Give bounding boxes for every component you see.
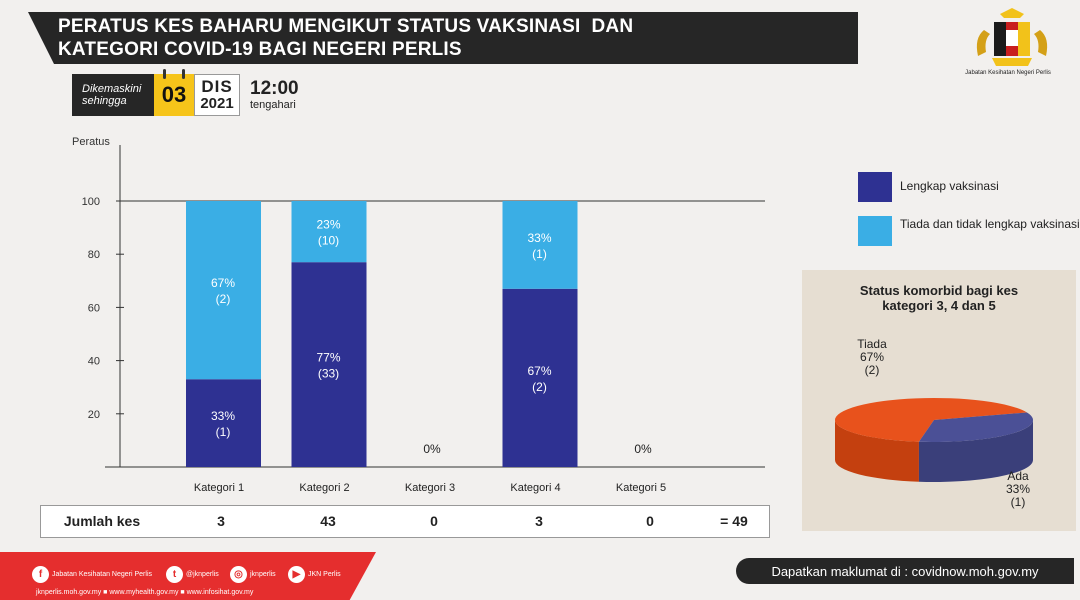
twitter-icon: t xyxy=(166,566,183,583)
twitter-handle: @jknperlis xyxy=(186,571,219,578)
title-banner xyxy=(28,12,858,64)
x-tick-label: Kategori 1 xyxy=(194,482,244,494)
youtube-icon: ▶ xyxy=(288,566,305,583)
total-kategori-2: 43 xyxy=(320,513,336,529)
bar-segment xyxy=(502,288,578,467)
pie-title-line-2: kategori 3, 4 dan 5 xyxy=(882,298,996,313)
bar-value-label: 33% xyxy=(211,409,235,423)
total-kategori-4: 3 xyxy=(535,513,543,529)
coat-of-arms-logo xyxy=(976,8,1048,66)
y-tick-label: 60 xyxy=(88,302,100,314)
logo-caption: Jabatan Kesihatan Negeri Perlis xyxy=(965,70,1051,76)
pie-title: Status komorbid bagi kes kategori 3, 4 d… xyxy=(802,283,1076,313)
calendar-month: DIS 2021 xyxy=(194,74,240,116)
title-line-1: PERATUS KES BAHARU MENGIKUT STATUS VAKSI… xyxy=(58,16,634,37)
legend-swatch-incomplete xyxy=(858,216,892,246)
calendar-ring-icon xyxy=(182,69,185,79)
bar-value-label: 67% xyxy=(527,364,551,378)
page-title: PERATUS KES BAHARU MENGIKUT STATUS VAKSI… xyxy=(58,15,633,61)
total-sum: = 49 xyxy=(720,513,748,529)
y-tick-label: 20 xyxy=(88,409,100,421)
bar-count-label: (33) xyxy=(318,367,339,381)
info-banner: Dapatkan maklumat di : covidnow.moh.gov.… xyxy=(736,558,1074,584)
updated-month: DIS xyxy=(201,77,233,96)
facebook-icon: f xyxy=(32,566,49,583)
pie-label-ada: Ada 33% (1) xyxy=(998,470,1038,509)
calendar-ring-icon xyxy=(163,69,166,79)
bar-segment xyxy=(186,379,261,467)
pie-label-tiada-name: Tiada xyxy=(857,337,887,351)
bar-value-label: 0% xyxy=(423,442,441,456)
bar-count-label: (1) xyxy=(216,425,231,439)
x-tick-label: Kategori 2 xyxy=(299,482,349,494)
pie-title-line-1: Status komorbid bagi kes xyxy=(859,283,1019,298)
y-tick-label: 40 xyxy=(88,356,100,368)
instagram-icon: ◎ xyxy=(230,566,247,583)
pie-slice-ada xyxy=(918,412,1033,442)
chart-legend: Lengkap vaksinasi Tiada dan tidak lengka… xyxy=(858,172,1080,260)
totals-table: Jumlah kes 3 43 0 3 0 = 49 xyxy=(40,505,770,538)
legend-item-complete: Lengkap vaksinasi xyxy=(858,172,1080,202)
y-tick-label: 100 xyxy=(82,196,100,208)
pie-side-ada xyxy=(918,420,1033,482)
x-tick-label: Kategori 4 xyxy=(510,482,560,494)
updated-year: 2021 xyxy=(200,95,234,112)
calendar-day: 03 xyxy=(154,69,194,116)
pie-label-tiada: Tiada 67% (2) xyxy=(852,338,892,377)
pie-side-tiada xyxy=(835,420,919,482)
facebook-handle: Jabatan Kesihatan Negeri Perlis xyxy=(52,571,153,578)
legend-label-complete: Lengkap vaksinasi xyxy=(900,179,999,193)
updated-time-block: 12:00 tengahari xyxy=(250,78,299,112)
bar-value-label: 0% xyxy=(634,442,652,456)
legend-label-incomplete: Tiada dan tidak lengkap vaksinasi xyxy=(900,217,1080,231)
youtube-handle: JKN Perlis xyxy=(308,571,341,578)
y-tick-label: 80 xyxy=(88,249,100,261)
pie-slice-tiada xyxy=(835,398,1027,442)
footer-social-bar xyxy=(0,552,376,600)
total-kategori-3: 0 xyxy=(430,513,438,529)
bar-count-label: (10) xyxy=(318,234,339,248)
bar-count-label: (2) xyxy=(216,292,231,306)
totals-label: Jumlah kes xyxy=(63,513,141,529)
pie-label-ada-name: Ada xyxy=(1007,469,1029,483)
instagram-handle: jknperlis xyxy=(250,571,276,578)
youtube-link[interactable]: ▶ JKN Perlis xyxy=(288,566,341,583)
update-info: Dikemaskini sehingga 03 DIS 2021 12:00 t… xyxy=(72,69,299,116)
twitter-link[interactable]: t @jknperlis xyxy=(166,566,219,583)
updated-time-suffix: tengahari xyxy=(250,99,296,111)
x-tick-label: Kategori 3 xyxy=(405,482,455,494)
stacked-bar-chart: Peratus 20 40 60 80 100 Kategori 1 33% (1) 67% (2)… xyxy=(72,136,765,494)
title-line-2: KATEGORI COVID-19 BAGI NEGERI PERLIS xyxy=(58,39,462,60)
legend-swatch-complete xyxy=(858,172,892,202)
bar-value-label: 77% xyxy=(316,351,340,365)
x-tick-label: Kategori 5 xyxy=(616,482,666,494)
bar-segment xyxy=(186,201,261,380)
pie-label-tiada-pct: 67% xyxy=(859,350,885,364)
total-kategori-5: 0 xyxy=(646,513,654,529)
comorbid-pie-panel: Status komorbid bagi kes kategori 3, 4 d… xyxy=(802,270,1076,531)
facebook-link[interactable]: f Jabatan Kesihatan Negeri Perlis xyxy=(32,566,152,583)
updated-label: Dikemaskini sehingga xyxy=(72,74,154,116)
instagram-link[interactable]: ◎ jknperlis xyxy=(230,566,276,583)
bar-value-label: 23% xyxy=(316,218,340,232)
bar-count-label: (1) xyxy=(532,247,547,261)
bar-segment xyxy=(291,262,367,467)
y-axis-label: Peratus xyxy=(72,136,110,148)
comorbid-pie-chart xyxy=(835,398,1033,482)
bar-segment xyxy=(291,201,367,263)
pie-label-ada-pct: 33% xyxy=(1005,482,1031,496)
bar-count-label: (2) xyxy=(532,380,547,394)
pie-label-ada-count: (1) xyxy=(1010,495,1026,509)
updated-day: 03 xyxy=(161,82,187,107)
bar-value-label: 67% xyxy=(211,276,235,290)
footer-websites[interactable]: jknperlis.moh.gov.my ■ www.myhealth.gov.… xyxy=(36,589,254,596)
legend-item-incomplete: Tiada dan tidak lengkap vaksinasi xyxy=(858,216,1080,246)
bar-segment xyxy=(502,201,578,289)
pie-label-tiada-count: (2) xyxy=(864,363,880,377)
total-kategori-1: 3 xyxy=(217,513,225,529)
bar-value-label: 33% xyxy=(527,231,551,245)
updated-time: 12:00 xyxy=(250,78,299,99)
